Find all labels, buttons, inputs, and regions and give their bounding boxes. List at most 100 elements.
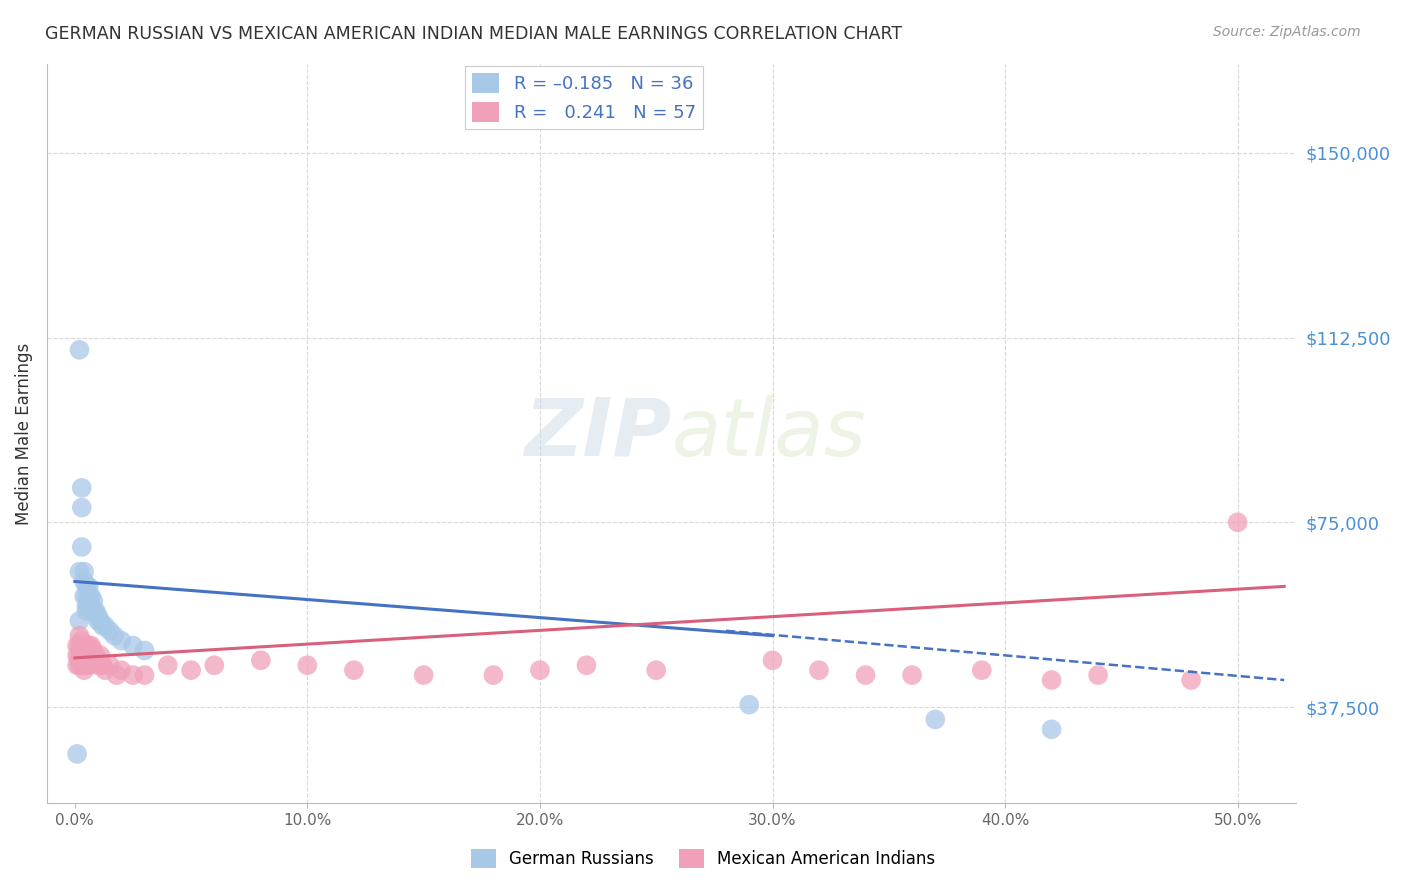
Point xyxy=(70,481,93,495)
Point xyxy=(77,639,100,653)
Point xyxy=(122,668,145,682)
Point xyxy=(75,599,97,613)
Point xyxy=(69,658,91,673)
Point xyxy=(75,643,97,657)
Point xyxy=(575,658,598,673)
Point xyxy=(73,639,96,653)
Point xyxy=(73,648,96,663)
Point xyxy=(75,653,97,667)
Point xyxy=(250,653,273,667)
Point xyxy=(202,658,225,673)
Point xyxy=(73,663,96,677)
Point xyxy=(75,658,97,673)
Point xyxy=(901,668,924,682)
Point xyxy=(69,565,91,579)
Point xyxy=(103,629,125,643)
Point xyxy=(84,604,107,618)
Point xyxy=(70,648,93,663)
Point xyxy=(77,648,100,663)
Point xyxy=(66,648,89,663)
Point xyxy=(1040,723,1063,737)
Point xyxy=(1180,673,1202,687)
Point xyxy=(80,589,103,603)
Point xyxy=(645,663,668,677)
Point xyxy=(1226,516,1249,530)
Point xyxy=(412,668,434,682)
Point xyxy=(91,658,114,673)
Point xyxy=(75,604,97,618)
Point xyxy=(70,500,93,515)
Point xyxy=(69,653,91,667)
Point xyxy=(69,614,91,628)
Point xyxy=(529,663,551,677)
Point xyxy=(94,619,117,633)
Y-axis label: Median Male Earnings: Median Male Earnings xyxy=(15,343,32,524)
Point xyxy=(970,663,993,677)
Legend: German Russians, Mexican American Indians: German Russians, Mexican American Indian… xyxy=(464,843,942,875)
Text: ZIP: ZIP xyxy=(524,394,671,473)
Point xyxy=(110,663,132,677)
Point xyxy=(69,629,91,643)
Point xyxy=(98,658,121,673)
Point xyxy=(180,663,202,677)
Point xyxy=(69,648,91,663)
Point xyxy=(77,579,100,593)
Point xyxy=(761,653,783,667)
Point xyxy=(77,658,100,673)
Point xyxy=(70,633,93,648)
Point xyxy=(77,594,100,608)
Point xyxy=(808,663,831,677)
Point xyxy=(70,658,93,673)
Point xyxy=(1087,668,1109,682)
Point xyxy=(1040,673,1063,687)
Point xyxy=(297,658,319,673)
Point xyxy=(82,604,104,618)
Point xyxy=(105,668,128,682)
Point xyxy=(82,643,104,657)
Point xyxy=(73,658,96,673)
Point xyxy=(122,639,145,653)
Point xyxy=(84,648,107,663)
Point xyxy=(70,540,93,554)
Point xyxy=(73,589,96,603)
Point xyxy=(134,668,156,682)
Point xyxy=(91,619,114,633)
Point xyxy=(80,599,103,613)
Point xyxy=(75,579,97,593)
Point xyxy=(87,614,110,628)
Point xyxy=(98,624,121,638)
Point xyxy=(66,639,89,653)
Point xyxy=(87,653,110,667)
Point xyxy=(82,594,104,608)
Text: Source: ZipAtlas.com: Source: ZipAtlas.com xyxy=(1213,25,1361,39)
Text: GERMAN RUSSIAN VS MEXICAN AMERICAN INDIAN MEDIAN MALE EARNINGS CORRELATION CHART: GERMAN RUSSIAN VS MEXICAN AMERICAN INDIA… xyxy=(45,25,903,43)
Point xyxy=(87,658,110,673)
Point xyxy=(110,633,132,648)
Point xyxy=(82,653,104,667)
Point xyxy=(80,639,103,653)
Point xyxy=(156,658,179,673)
Point xyxy=(77,599,100,613)
Point xyxy=(77,589,100,603)
Point xyxy=(75,589,97,603)
Point xyxy=(924,713,946,727)
Point xyxy=(73,574,96,589)
Point xyxy=(738,698,761,712)
Point xyxy=(87,609,110,624)
Point xyxy=(343,663,366,677)
Point xyxy=(70,643,93,657)
Point xyxy=(66,658,89,673)
Point xyxy=(69,343,91,357)
Point xyxy=(855,668,877,682)
Legend: R = –0.185   N = 36, R =   0.241   N = 57: R = –0.185 N = 36, R = 0.241 N = 57 xyxy=(465,66,703,129)
Point xyxy=(94,663,117,677)
Point xyxy=(482,668,505,682)
Text: atlas: atlas xyxy=(671,394,866,473)
Point xyxy=(73,565,96,579)
Point xyxy=(134,643,156,657)
Point xyxy=(66,747,89,761)
Point xyxy=(89,614,111,628)
Point xyxy=(80,648,103,663)
Point xyxy=(69,639,91,653)
Point xyxy=(89,648,111,663)
